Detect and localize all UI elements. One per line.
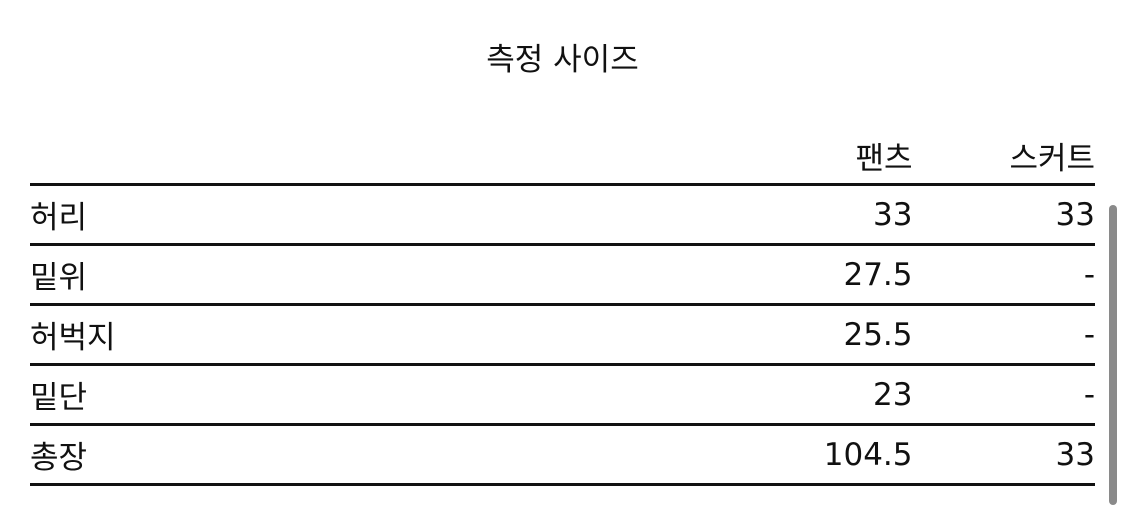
row-label: 밑단 — [30, 380, 88, 416]
table-header-row: 팬츠 스커트 — [30, 128, 1095, 185]
skirt-value: - — [1083, 376, 1095, 413]
row-label: 밑위 — [30, 260, 88, 296]
skirt-value: 33 — [1055, 196, 1095, 233]
row-label: 총장 — [30, 440, 88, 476]
skirt-value: 33 — [1055, 436, 1095, 473]
pants-value: 27.5 — [843, 256, 913, 293]
table-row: 총장 104.5 33 — [30, 425, 1095, 485]
page-title: 측정 사이즈 — [486, 42, 639, 78]
table-row: 밑단 23 - — [30, 365, 1095, 425]
skirt-value: - — [1083, 256, 1095, 293]
pants-value: 33 — [873, 196, 913, 233]
header-skirt: 스커트 — [1009, 141, 1095, 177]
pants-value: 104.5 — [823, 436, 913, 473]
row-label: 허리 — [30, 200, 88, 236]
vertical-scrollbar[interactable] — [1109, 205, 1117, 505]
table-row: 허리 33 33 — [30, 185, 1095, 245]
table-row: 허벅지 25.5 - — [30, 305, 1095, 365]
table-row: 밑위 27.5 - — [30, 245, 1095, 305]
size-table: 팬츠 스커트 허리 33 33 밑위 27.5 - 허벅지 25.5 - 밑단 23 - 총장 1… — [30, 128, 1095, 486]
pants-value: 25.5 — [843, 316, 913, 353]
pants-value: 23 — [873, 376, 913, 413]
header-label — [30, 128, 213, 185]
header-pants: 팬츠 — [855, 141, 913, 177]
skirt-value: - — [1083, 316, 1095, 353]
row-label: 허벅지 — [30, 320, 116, 356]
